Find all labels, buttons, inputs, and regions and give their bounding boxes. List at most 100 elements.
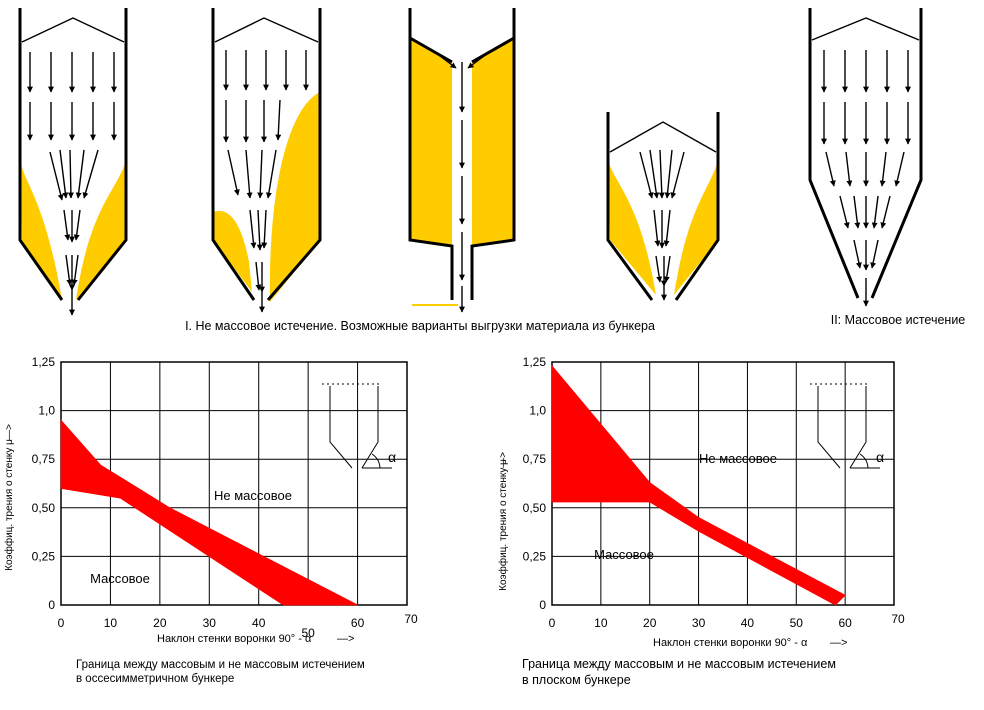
region-label-funnel: Не массовое bbox=[214, 488, 292, 503]
flow-arrow bbox=[275, 99, 282, 141]
boundary-band bbox=[60, 419, 358, 606]
chart-grid bbox=[551, 361, 895, 606]
y-axis-arrow: —> bbox=[4, 424, 15, 440]
material-surface bbox=[409, 36, 515, 64]
flow-arrow bbox=[65, 254, 73, 286]
inset-wall-left bbox=[329, 386, 353, 469]
x-tick-label: 40 bbox=[741, 616, 755, 630]
y-axis-label: Коэффиц. трения о стенку μ bbox=[497, 459, 509, 591]
x-tick-label: 20 bbox=[153, 616, 167, 630]
x-tick-label: 20 bbox=[643, 616, 657, 630]
x-axis-label: Наклон стенки воронки 90° - α bbox=[157, 633, 312, 645]
bunker-walls bbox=[808, 8, 923, 299]
x-tick-label: 0 bbox=[549, 616, 556, 630]
funnel-flow-caption: I. Не массовое истечение. Возможные вари… bbox=[185, 319, 655, 333]
bunker-walls bbox=[408, 8, 516, 300]
region-label-funnel: Не массовое bbox=[699, 451, 777, 466]
x-tick-label: 60 bbox=[351, 616, 365, 630]
flow-arrow bbox=[467, 55, 485, 69]
y-tick-label: 0,75 bbox=[32, 452, 56, 466]
flow-arrow bbox=[49, 151, 64, 201]
flow-arrow bbox=[658, 149, 665, 199]
flow-arrow bbox=[59, 149, 69, 199]
inset-angle-arc bbox=[859, 453, 869, 469]
inset-angle-arc bbox=[371, 453, 381, 469]
chart-subtitle: в оссесимметричном бункере bbox=[76, 673, 234, 685]
boundary-band bbox=[551, 364, 846, 606]
flow-arrow bbox=[653, 209, 661, 247]
x-tick-label: 60 bbox=[838, 616, 852, 630]
region-label-mass: Массовое bbox=[594, 547, 654, 562]
y-axis-arrow: —> bbox=[498, 452, 509, 468]
flow-arrow bbox=[255, 261, 262, 291]
flow-arrow bbox=[261, 209, 268, 249]
flow-arrow bbox=[63, 209, 71, 241]
mass-flow-caption: II: Массовое истечение bbox=[831, 313, 966, 327]
flow-arrow bbox=[227, 149, 240, 196]
x-tick-labels: 0 10 20 30 40 50 60 70 bbox=[549, 612, 905, 630]
material-right bbox=[472, 38, 514, 246]
flow-arrow bbox=[853, 239, 862, 269]
region-label-mass: Массовое bbox=[90, 571, 150, 586]
y-tick-label: 0,50 bbox=[32, 501, 56, 515]
material-left bbox=[213, 210, 252, 292]
chart-subtitle: в плоском бункере bbox=[522, 673, 631, 687]
material-surface bbox=[21, 17, 125, 43]
flow-arrow bbox=[249, 209, 257, 249]
flow-arrow bbox=[73, 209, 81, 241]
flow-arrow bbox=[870, 239, 879, 269]
x-tick-label: 0 bbox=[58, 616, 65, 630]
flow-arrow bbox=[649, 149, 660, 199]
flow-arrow bbox=[257, 149, 264, 199]
y-tick-label: 0 bbox=[539, 598, 546, 612]
flow-arrow bbox=[871, 195, 879, 229]
flow-arrow bbox=[825, 151, 836, 187]
flow-arrow bbox=[880, 195, 891, 229]
flow-arrow bbox=[71, 254, 79, 286]
boundary-region bbox=[60, 419, 358, 606]
y-tick-label: 1,0 bbox=[529, 404, 546, 418]
chart-plane: 0 0,25 0,50 0,75 1,0 1,25 0 10 20 30 40 50 60 70 α Н… bbox=[497, 355, 905, 687]
x-tick-label: 70 bbox=[891, 612, 905, 626]
material-right bbox=[269, 92, 320, 302]
material-right bbox=[76, 160, 126, 300]
flow-arrow bbox=[256, 209, 263, 251]
x-axis-arrow: —> bbox=[830, 637, 847, 649]
chart-title: Граница между массовым и не массовым ист… bbox=[522, 657, 836, 671]
flow-arrow bbox=[663, 255, 671, 283]
flow-arrow bbox=[663, 209, 671, 247]
inset-wall-right bbox=[849, 386, 867, 469]
flow-arrow bbox=[75, 149, 85, 199]
flow-arrow bbox=[245, 149, 253, 199]
y-tick-label: 0 bbox=[48, 598, 55, 612]
y-tick-label: 0,25 bbox=[32, 549, 56, 563]
y-tick-label: 1,0 bbox=[38, 404, 55, 418]
x-tick-label: 50 bbox=[301, 626, 315, 640]
x-tick-label: 10 bbox=[104, 616, 118, 630]
x-tick-label: 70 bbox=[404, 612, 418, 626]
y-tick-label: 0,75 bbox=[523, 452, 547, 466]
boundary-region bbox=[551, 364, 846, 606]
material-surface bbox=[609, 121, 717, 153]
hopper-inset: α bbox=[810, 383, 884, 469]
flow-arrow bbox=[670, 151, 685, 199]
material-left bbox=[20, 160, 62, 300]
flow-arrow bbox=[439, 55, 457, 69]
inset-angle-label: α bbox=[388, 449, 396, 465]
y-tick-label: 1,25 bbox=[32, 355, 56, 369]
y-tick-labels: 0 0,25 0,50 0,75 1,0 1,25 bbox=[32, 355, 56, 612]
y-axis-label: Коэффиц. трения о стенку μ bbox=[3, 439, 15, 571]
hopper-inset: α bbox=[322, 383, 396, 469]
y-tick-label: 0,50 bbox=[523, 501, 547, 515]
chart-title: Граница между массовым и не массовым ист… bbox=[76, 659, 365, 671]
inset-wall-right bbox=[361, 386, 379, 469]
material-left bbox=[608, 160, 656, 295]
x-tick-label: 30 bbox=[203, 616, 217, 630]
flow-arrow bbox=[655, 255, 663, 283]
flow-arrow bbox=[82, 149, 99, 199]
bunker-illustrations bbox=[18, 8, 923, 316]
material-surface bbox=[811, 17, 920, 41]
flow-arrow bbox=[845, 151, 853, 187]
x-tick-label: 10 bbox=[594, 616, 608, 630]
